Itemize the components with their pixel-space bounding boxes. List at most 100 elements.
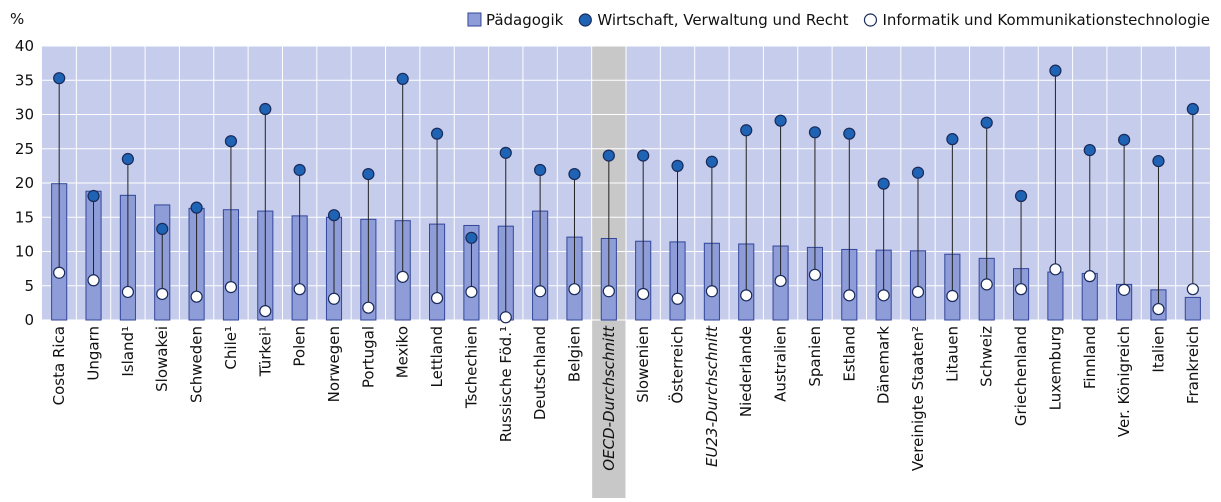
x-tick-label: Griechenland — [1012, 326, 1030, 426]
y-tick-label: 20 — [15, 174, 34, 192]
dot — [121, 152, 134, 166]
dot — [843, 127, 856, 140]
x-tick-label: Schweiz — [978, 326, 996, 387]
dot — [1186, 283, 1199, 296]
x-tick-label: Ungarn — [85, 326, 103, 381]
dot — [740, 289, 753, 302]
dot — [293, 163, 306, 177]
bar — [1184, 296, 1201, 321]
dot — [1152, 302, 1165, 316]
x-tick-label: EU23-Durchschnitt — [703, 325, 721, 467]
dot — [87, 274, 100, 287]
y-tick-label: 15 — [15, 208, 34, 226]
x-tick-label: Australien — [772, 326, 790, 402]
dot — [568, 283, 581, 296]
x-tick-label: Slowenien — [634, 326, 652, 403]
x-tick-label: Frankreich — [1184, 326, 1202, 404]
legend-swatch — [578, 13, 592, 27]
legend-label: Pädagogik — [486, 11, 564, 29]
dot — [190, 201, 203, 214]
dot — [671, 292, 684, 305]
y-tick-label: 40 — [15, 37, 34, 55]
dot — [430, 291, 444, 305]
x-tick-label: Russische Föd.¹ — [497, 326, 515, 442]
x-tick-label: Portugal — [359, 326, 377, 388]
dot — [602, 285, 615, 298]
x-tick-label: Island¹ — [119, 326, 137, 377]
dot — [568, 167, 581, 181]
dot — [1083, 144, 1096, 157]
dot — [1083, 270, 1096, 283]
dot — [774, 274, 787, 288]
dot — [877, 177, 890, 190]
dot — [224, 281, 238, 294]
legend-label: Informatik und Kommunikationstechnologie — [882, 11, 1210, 29]
dot — [156, 222, 169, 235]
dot — [1118, 133, 1131, 146]
dot — [156, 287, 169, 301]
dot — [327, 292, 341, 305]
legend-swatch — [863, 13, 878, 27]
x-tick-label: Finnland — [1081, 326, 1099, 389]
dot — [740, 124, 753, 137]
dot — [224, 135, 238, 148]
x-tick-label: Italien — [1149, 326, 1167, 373]
dot — [362, 167, 375, 181]
x-tick-label: Österreich — [668, 326, 687, 404]
dot — [190, 290, 203, 303]
dot — [465, 231, 478, 244]
dot — [602, 149, 615, 162]
dot — [121, 285, 134, 299]
x-tick-label: Dänemark — [875, 326, 893, 404]
x-tick-label: Deutschland — [531, 326, 549, 420]
dot — [877, 289, 890, 302]
legend-swatch — [467, 12, 482, 27]
dot — [946, 133, 959, 146]
y-axis-label: % — [10, 10, 24, 28]
dot — [396, 72, 409, 85]
dot — [911, 166, 925, 179]
x-tick-label: Ver. Königreich — [1115, 326, 1133, 437]
dot — [430, 127, 444, 140]
dot — [53, 266, 66, 279]
dot — [1049, 64, 1062, 77]
dot — [396, 270, 409, 283]
dot — [327, 209, 341, 222]
dot — [53, 72, 66, 85]
y-tick-label: 35 — [15, 71, 34, 89]
dot — [1014, 283, 1028, 296]
dot — [1049, 263, 1062, 276]
dot — [259, 304, 272, 318]
y-tick-label: 0 — [24, 311, 34, 329]
dot — [1186, 102, 1199, 116]
dot — [774, 114, 787, 127]
y-tick-label: 30 — [15, 106, 34, 124]
dot — [293, 283, 306, 296]
dot — [362, 301, 375, 314]
x-tick-label: Belgien — [565, 326, 583, 382]
y-tick-label: 5 — [24, 277, 34, 295]
x-tick-label: Chile¹ — [222, 326, 240, 370]
dot — [980, 278, 993, 291]
x-tick-label: Estland — [840, 326, 858, 382]
x-tick-label: Luxemburg — [1046, 326, 1064, 410]
dot — [499, 146, 512, 159]
dot — [946, 289, 959, 303]
x-tick-label: Tschechien — [462, 326, 480, 409]
bar — [1047, 271, 1064, 321]
x-tick-label: Schweden — [188, 326, 206, 403]
dot — [705, 155, 718, 168]
x-tick-label: Mexiko — [394, 326, 412, 378]
y-tick-label: 25 — [15, 140, 34, 158]
x-tick-label: Türkei¹ — [256, 326, 274, 377]
x-tick-label: Litauen — [943, 326, 961, 382]
x-tick-label: Polen — [291, 326, 309, 367]
dot — [534, 163, 547, 177]
y-tick-label: 10 — [15, 243, 34, 261]
dot — [705, 285, 718, 298]
x-tick-label: Niederlande — [737, 326, 755, 417]
dot — [671, 159, 684, 172]
x-tick-label: Slowakei — [153, 326, 171, 392]
dot — [499, 311, 512, 324]
